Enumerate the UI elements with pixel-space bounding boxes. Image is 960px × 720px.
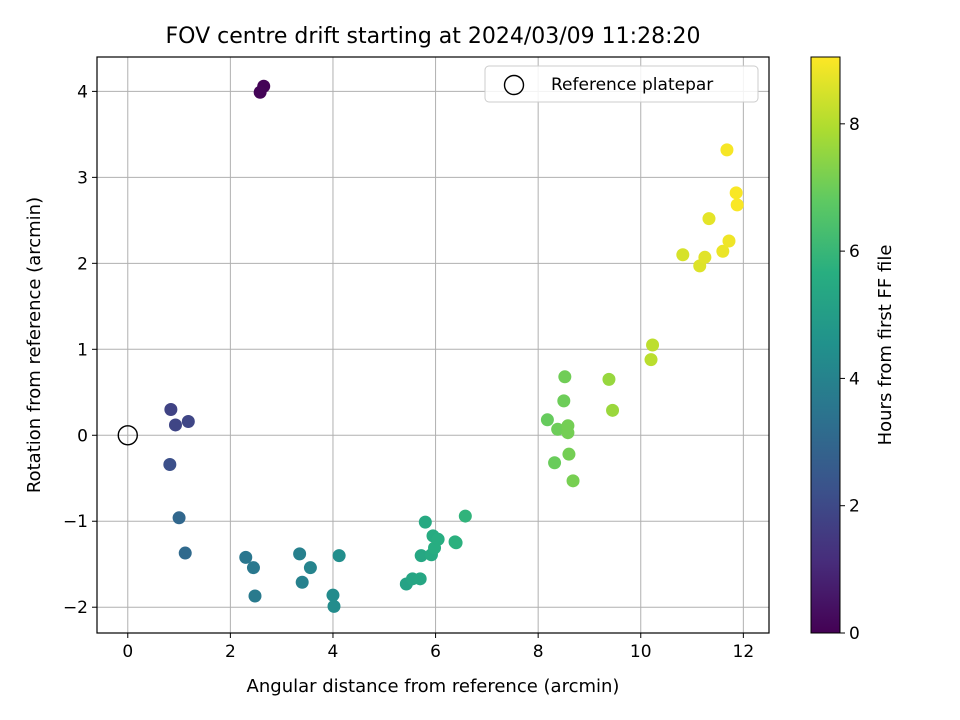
data-point bbox=[303, 561, 317, 575]
y-axis-label: Rotation from reference (arcmin) bbox=[24, 197, 45, 493]
data-point bbox=[239, 550, 253, 564]
colorbar-tick-label: 4 bbox=[849, 369, 860, 389]
data-point bbox=[606, 403, 620, 417]
colorbar-tick-label: 0 bbox=[849, 624, 860, 644]
legend-box bbox=[484, 65, 759, 103]
data-point bbox=[418, 515, 432, 529]
y-tick-label: 3 bbox=[77, 168, 88, 188]
colorbar-gradient bbox=[810, 56, 841, 634]
plot-frame bbox=[96, 56, 770, 634]
data-point bbox=[164, 402, 178, 416]
data-point bbox=[431, 532, 445, 546]
x-tick-label: 2 bbox=[225, 642, 236, 662]
x-tick-label: 4 bbox=[328, 642, 339, 662]
data-point bbox=[540, 413, 554, 427]
data-point bbox=[561, 419, 575, 433]
x-tick-label: 12 bbox=[733, 642, 755, 662]
y-tick-label: 4 bbox=[77, 82, 88, 102]
y-tick-label: −1 bbox=[63, 512, 88, 532]
y-tick-label: −2 bbox=[63, 598, 88, 618]
data-points bbox=[163, 79, 744, 613]
x-tick-label: 6 bbox=[430, 642, 441, 662]
data-point bbox=[413, 572, 427, 586]
data-point bbox=[698, 250, 712, 264]
y-tick-label: 0 bbox=[77, 426, 88, 446]
data-point bbox=[293, 547, 307, 561]
data-point bbox=[602, 372, 616, 386]
data-point bbox=[722, 234, 736, 248]
data-point bbox=[566, 474, 580, 488]
colorbar-tick-label: 2 bbox=[849, 497, 860, 517]
reference-point bbox=[117, 425, 138, 446]
data-point bbox=[168, 418, 182, 432]
x-tick-label: 0 bbox=[122, 642, 133, 662]
legend: Reference platepar bbox=[484, 65, 759, 103]
data-point bbox=[558, 370, 572, 384]
data-point bbox=[248, 589, 262, 603]
x-axis-label: Angular distance from reference (arcmin) bbox=[247, 676, 620, 697]
legend-open-circle-icon bbox=[503, 74, 525, 96]
data-point bbox=[720, 143, 734, 157]
data-point bbox=[729, 186, 743, 200]
data-point bbox=[246, 561, 260, 575]
colorbar: 0 2 4 6 8 Hours from first FF file bbox=[810, 56, 896, 644]
data-point bbox=[449, 536, 463, 550]
data-point bbox=[676, 248, 690, 262]
y-tick-label: 2 bbox=[77, 254, 88, 274]
data-point bbox=[414, 549, 428, 563]
data-point bbox=[458, 509, 472, 523]
data-point bbox=[326, 588, 340, 602]
data-point bbox=[730, 198, 744, 212]
colorbar-label: Hours from first FF file bbox=[875, 245, 896, 446]
data-point bbox=[557, 394, 571, 408]
data-point bbox=[163, 457, 177, 471]
data-point bbox=[172, 511, 186, 525]
colorbar-tick-label: 8 bbox=[849, 115, 860, 135]
reference-marker bbox=[117, 425, 138, 446]
data-point bbox=[702, 212, 716, 226]
data-point bbox=[327, 599, 341, 613]
legend-entry-reference: Reference platepar bbox=[551, 75, 713, 95]
data-point bbox=[178, 546, 192, 560]
colorbar-ticks: 0 2 4 6 8 bbox=[840, 115, 860, 644]
x-tick-label: 8 bbox=[533, 642, 544, 662]
colorbar-tick-label: 6 bbox=[849, 242, 860, 262]
data-point bbox=[548, 456, 562, 470]
data-point bbox=[644, 353, 658, 367]
data-point bbox=[253, 85, 267, 99]
y-tick-label: 1 bbox=[77, 340, 88, 360]
data-point bbox=[295, 575, 309, 589]
chart-title: FOV centre drift starting at 2024/03/09 … bbox=[166, 24, 701, 49]
data-point bbox=[716, 244, 730, 258]
x-tick-label: 10 bbox=[630, 642, 652, 662]
data-point bbox=[646, 338, 660, 352]
data-point bbox=[332, 549, 346, 563]
data-point bbox=[181, 415, 195, 429]
data-point bbox=[562, 447, 576, 461]
